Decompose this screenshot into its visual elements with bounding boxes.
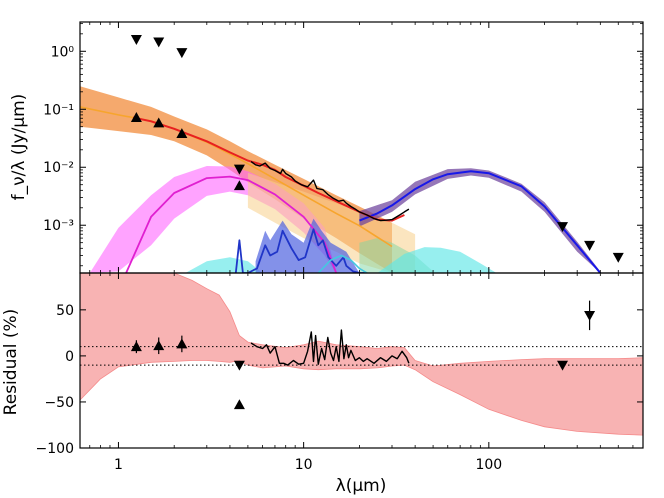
top-markers: [130, 35, 624, 263]
ytick-label-bottom-0: 0: [65, 349, 74, 365]
bottom-frame: [79, 272, 644, 449]
ytick-label-bottom--50: −50: [44, 395, 74, 411]
band-cold-dust: [359, 168, 601, 273]
ytick-label-bottom-50: 50: [56, 303, 74, 319]
marker-tri-down-1: [153, 37, 165, 48]
marker-tri-up-3: [130, 112, 142, 122]
xtick-label-10: 10: [295, 457, 313, 473]
top-bands: [80, 86, 601, 273]
series-cyan-model: [317, 254, 368, 273]
series-irs-residual: [250, 329, 410, 366]
marker-tri-up-0: [130, 341, 142, 352]
marker-tri-up-5: [176, 128, 188, 139]
marker-tri-down-3: [233, 360, 245, 371]
ytick-label-top-0.001: 10⁻³: [43, 218, 74, 234]
series-cold-dust-model: [359, 170, 602, 273]
bottom-xlabel: λ(μm): [336, 476, 387, 496]
top-ylabel: f_ν/λ (Jy/μm): [9, 94, 29, 201]
marker-tri-down-0: [130, 35, 142, 45]
marker-tri-down-5: [557, 360, 569, 371]
series-irs-spectrum: [250, 161, 410, 222]
ytick-label-top-0.1: 10⁻¹: [43, 102, 74, 118]
bottom-ylabel: Residual (%): [1, 309, 21, 416]
band-cyan-right: [377, 247, 497, 273]
ticks: 1 10 100 10⁰ 10⁻¹ 10⁻² 10⁻³ 50 0 −50 −100: [36, 22, 643, 473]
marker-tri-down-6: [584, 310, 596, 321]
marker-tri-down-8: [557, 222, 569, 233]
band-stellar: [80, 86, 392, 273]
ytick-label-top-1: 10⁰: [51, 44, 75, 60]
top-lines: [80, 106, 602, 273]
band-residual-uncertainty: [80, 273, 643, 436]
marker-tri-up-7: [233, 180, 245, 191]
marker-tri-down-2: [176, 48, 188, 59]
bottom-markers: [130, 300, 596, 410]
marker-tri-up-2: [176, 338, 188, 349]
axes: [79, 21, 644, 449]
marker-tri-up-4: [153, 117, 165, 128]
bottom-bands: [80, 273, 643, 436]
bottom-lines: [80, 329, 643, 366]
marker-tri-up-4: [233, 399, 245, 410]
ytick-label-bottom--100: −100: [36, 441, 74, 457]
marker-tri-down-10: [612, 252, 624, 263]
ytick-label-top-0.01: 10⁻²: [43, 160, 74, 176]
series-pah-model: [234, 228, 368, 273]
xtick-label-100: 100: [475, 457, 502, 473]
xtick-label-1: 1: [114, 457, 123, 473]
marker-tri-down-9: [584, 240, 596, 251]
marker-tri-up-1: [153, 340, 165, 351]
marker-tri-down-6: [233, 164, 245, 175]
